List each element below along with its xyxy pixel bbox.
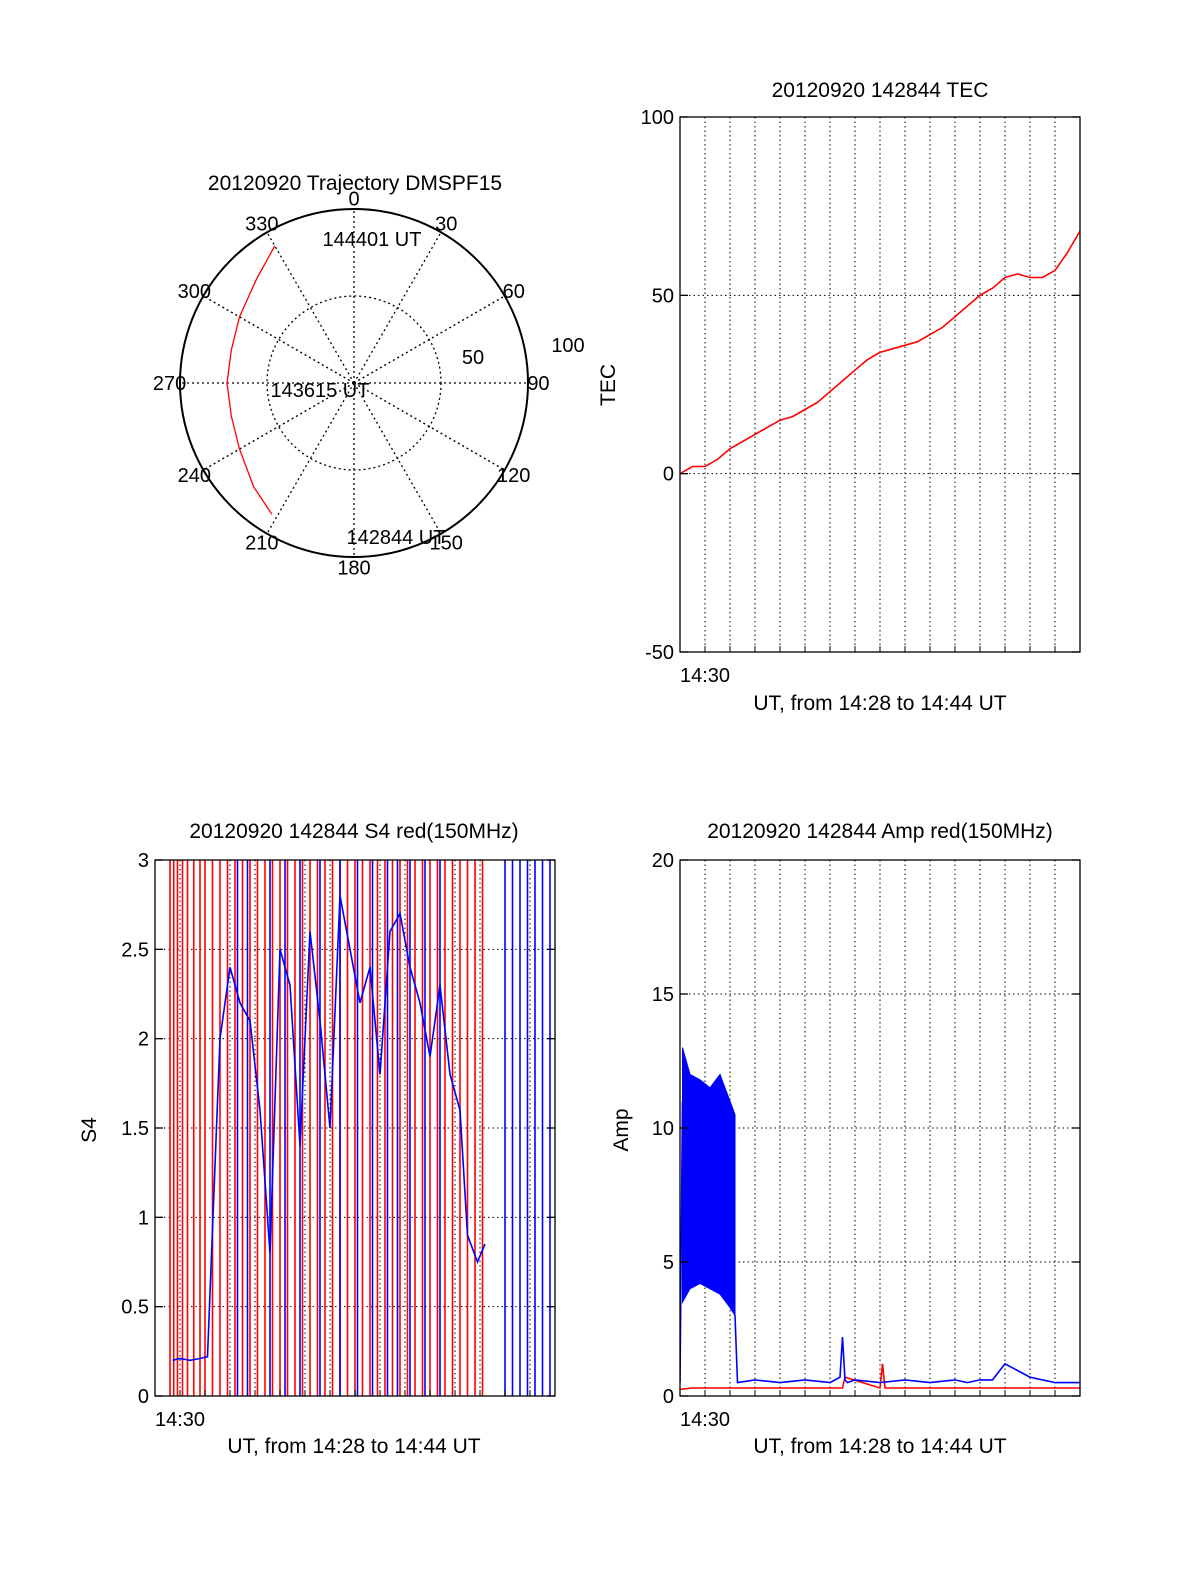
- polar-angle-label: 120: [497, 465, 530, 487]
- polar-angle-label: 240: [178, 465, 211, 487]
- polar-angle-label: 0: [348, 189, 359, 211]
- amp-grid: [680, 860, 1080, 1396]
- tec-series: [680, 230, 1080, 475]
- polar-spoke-240: [202, 382, 355, 471]
- s4-ylabel: S4: [78, 1117, 101, 1143]
- amp-band: [682, 1047, 736, 1318]
- tec-xtick-label: 14:30: [680, 665, 730, 687]
- s4-ytick-label: 3: [138, 850, 149, 872]
- s4-xtick-label: 14:30: [155, 1409, 205, 1431]
- s4-series: [169, 860, 551, 1396]
- polar-trajectory-chart: 20120920 Trajectory DMSPF15 0 30 60 90 120 15…: [153, 172, 585, 579]
- s4-ytick-label: 2.5: [121, 939, 149, 961]
- tec-xticks: 14:30: [679, 646, 1081, 687]
- polar-spoke-120: [353, 382, 506, 471]
- polar-angle-label: 90: [527, 373, 549, 395]
- polar-angle-label: 60: [503, 281, 525, 303]
- tec-chart: 20120920 142844 TEC TEC UT, from 14:28 t…: [597, 79, 1081, 715]
- amp-ytick-label: 15: [652, 984, 674, 1006]
- polar-radial-label: 50: [462, 347, 484, 369]
- polar-radial-labels: 50 100: [462, 335, 585, 369]
- tec-ytick-label: 100: [641, 107, 674, 129]
- polar-angle-label: 30: [435, 213, 457, 235]
- polar-time-annotation: 144401 UT: [323, 229, 422, 251]
- polar-spoke-210: [266, 382, 355, 535]
- s4-xlabel: UT, from 14:28 to 14:44 UT: [227, 1435, 480, 1458]
- tec-line: [680, 230, 1080, 475]
- polar-spoke-300: [202, 295, 355, 384]
- polar-trajectory-line: [226, 245, 276, 515]
- polar-annotations: 144401 UT 143615 UT 142844 UT: [271, 229, 446, 549]
- polar-trajectory-series: [226, 245, 276, 515]
- polar-spoke-30: [353, 231, 442, 384]
- tec-ytick-label: -50: [645, 642, 674, 664]
- amp-yticks: 0 5 10 15 20: [652, 850, 1080, 1408]
- s4-title: 20120920 142844 S4 red(150MHz): [189, 820, 518, 843]
- s4-ytick-label: 0: [138, 1386, 149, 1408]
- s4-ytick-label: 0.5: [121, 1297, 149, 1319]
- s4-xticks: 14:30: [154, 1390, 556, 1431]
- tec-ylabel: TEC: [597, 364, 620, 406]
- polar-grid: [179, 208, 529, 558]
- polar-time-annotation: 143615 UT: [271, 380, 370, 402]
- polar-time-annotation: 142844 UT: [347, 527, 446, 549]
- polar-angle-labels: 0 30 60 90 120 150 180 210 240 270 300 330: [153, 189, 550, 580]
- tec-ytick-label: 50: [652, 285, 674, 307]
- amp-xlabel: UT, from 14:28 to 14:44 UT: [753, 1435, 1006, 1458]
- amp-line: [680, 1101, 1080, 1384]
- polar-spoke-330: [266, 231, 355, 384]
- polar-spoke-60: [353, 295, 506, 384]
- amp-chart: 20120920 142844 Amp red(150MHz) Amp UT, …: [610, 820, 1081, 1458]
- polar-angle-label: 150: [430, 533, 463, 555]
- amp-ytick-label: 5: [663, 1252, 674, 1274]
- polar-outer-ring: [179, 208, 529, 558]
- amp-ytick-label: 10: [652, 1118, 674, 1140]
- amp-ytick-label: 0: [663, 1386, 674, 1408]
- polar-title: 20120920 Trajectory DMSPF15: [208, 172, 502, 195]
- amp-ytick-label: 20: [652, 850, 674, 872]
- polar-angle-label: 180: [337, 557, 370, 579]
- polar-angle-label: 210: [245, 533, 278, 555]
- amp-xtick-label: 14:30: [680, 1409, 730, 1431]
- tec-ytick-label: 0: [663, 464, 674, 486]
- amp-series: [680, 1047, 1080, 1391]
- amp-title: 20120920 142844 Amp red(150MHz): [707, 820, 1053, 843]
- s4-ytick-label: 1: [138, 1207, 149, 1229]
- polar-angle-label: 270: [153, 373, 186, 395]
- tec-title: 20120920 142844 TEC: [772, 79, 989, 102]
- tec-yticks: -50 0 50 100: [641, 107, 1080, 664]
- amp-xticks: 14:30: [679, 1390, 1081, 1431]
- amp-line: [680, 1363, 1080, 1391]
- polar-angle-label: 330: [245, 213, 278, 235]
- tec-xlabel: UT, from 14:28 to 14:44 UT: [753, 692, 1006, 715]
- polar-angle-label: 300: [178, 281, 211, 303]
- s4-ytick-label: 1.5: [121, 1118, 149, 1140]
- polar-radial-label: 100: [551, 335, 584, 357]
- s4-ytick-label: 2: [138, 1029, 149, 1051]
- tec-grid: [680, 117, 1080, 652]
- s4-chart: 20120920 142844 S4 red(150MHz) S4 UT, fr…: [78, 820, 556, 1458]
- polar-spoke-150: [353, 382, 442, 535]
- amp-ylabel: Amp: [610, 1108, 633, 1151]
- s4-line: [172, 895, 486, 1362]
- s4-yticks: 0 0.5 1 1.5 2 2.5 3: [121, 850, 555, 1408]
